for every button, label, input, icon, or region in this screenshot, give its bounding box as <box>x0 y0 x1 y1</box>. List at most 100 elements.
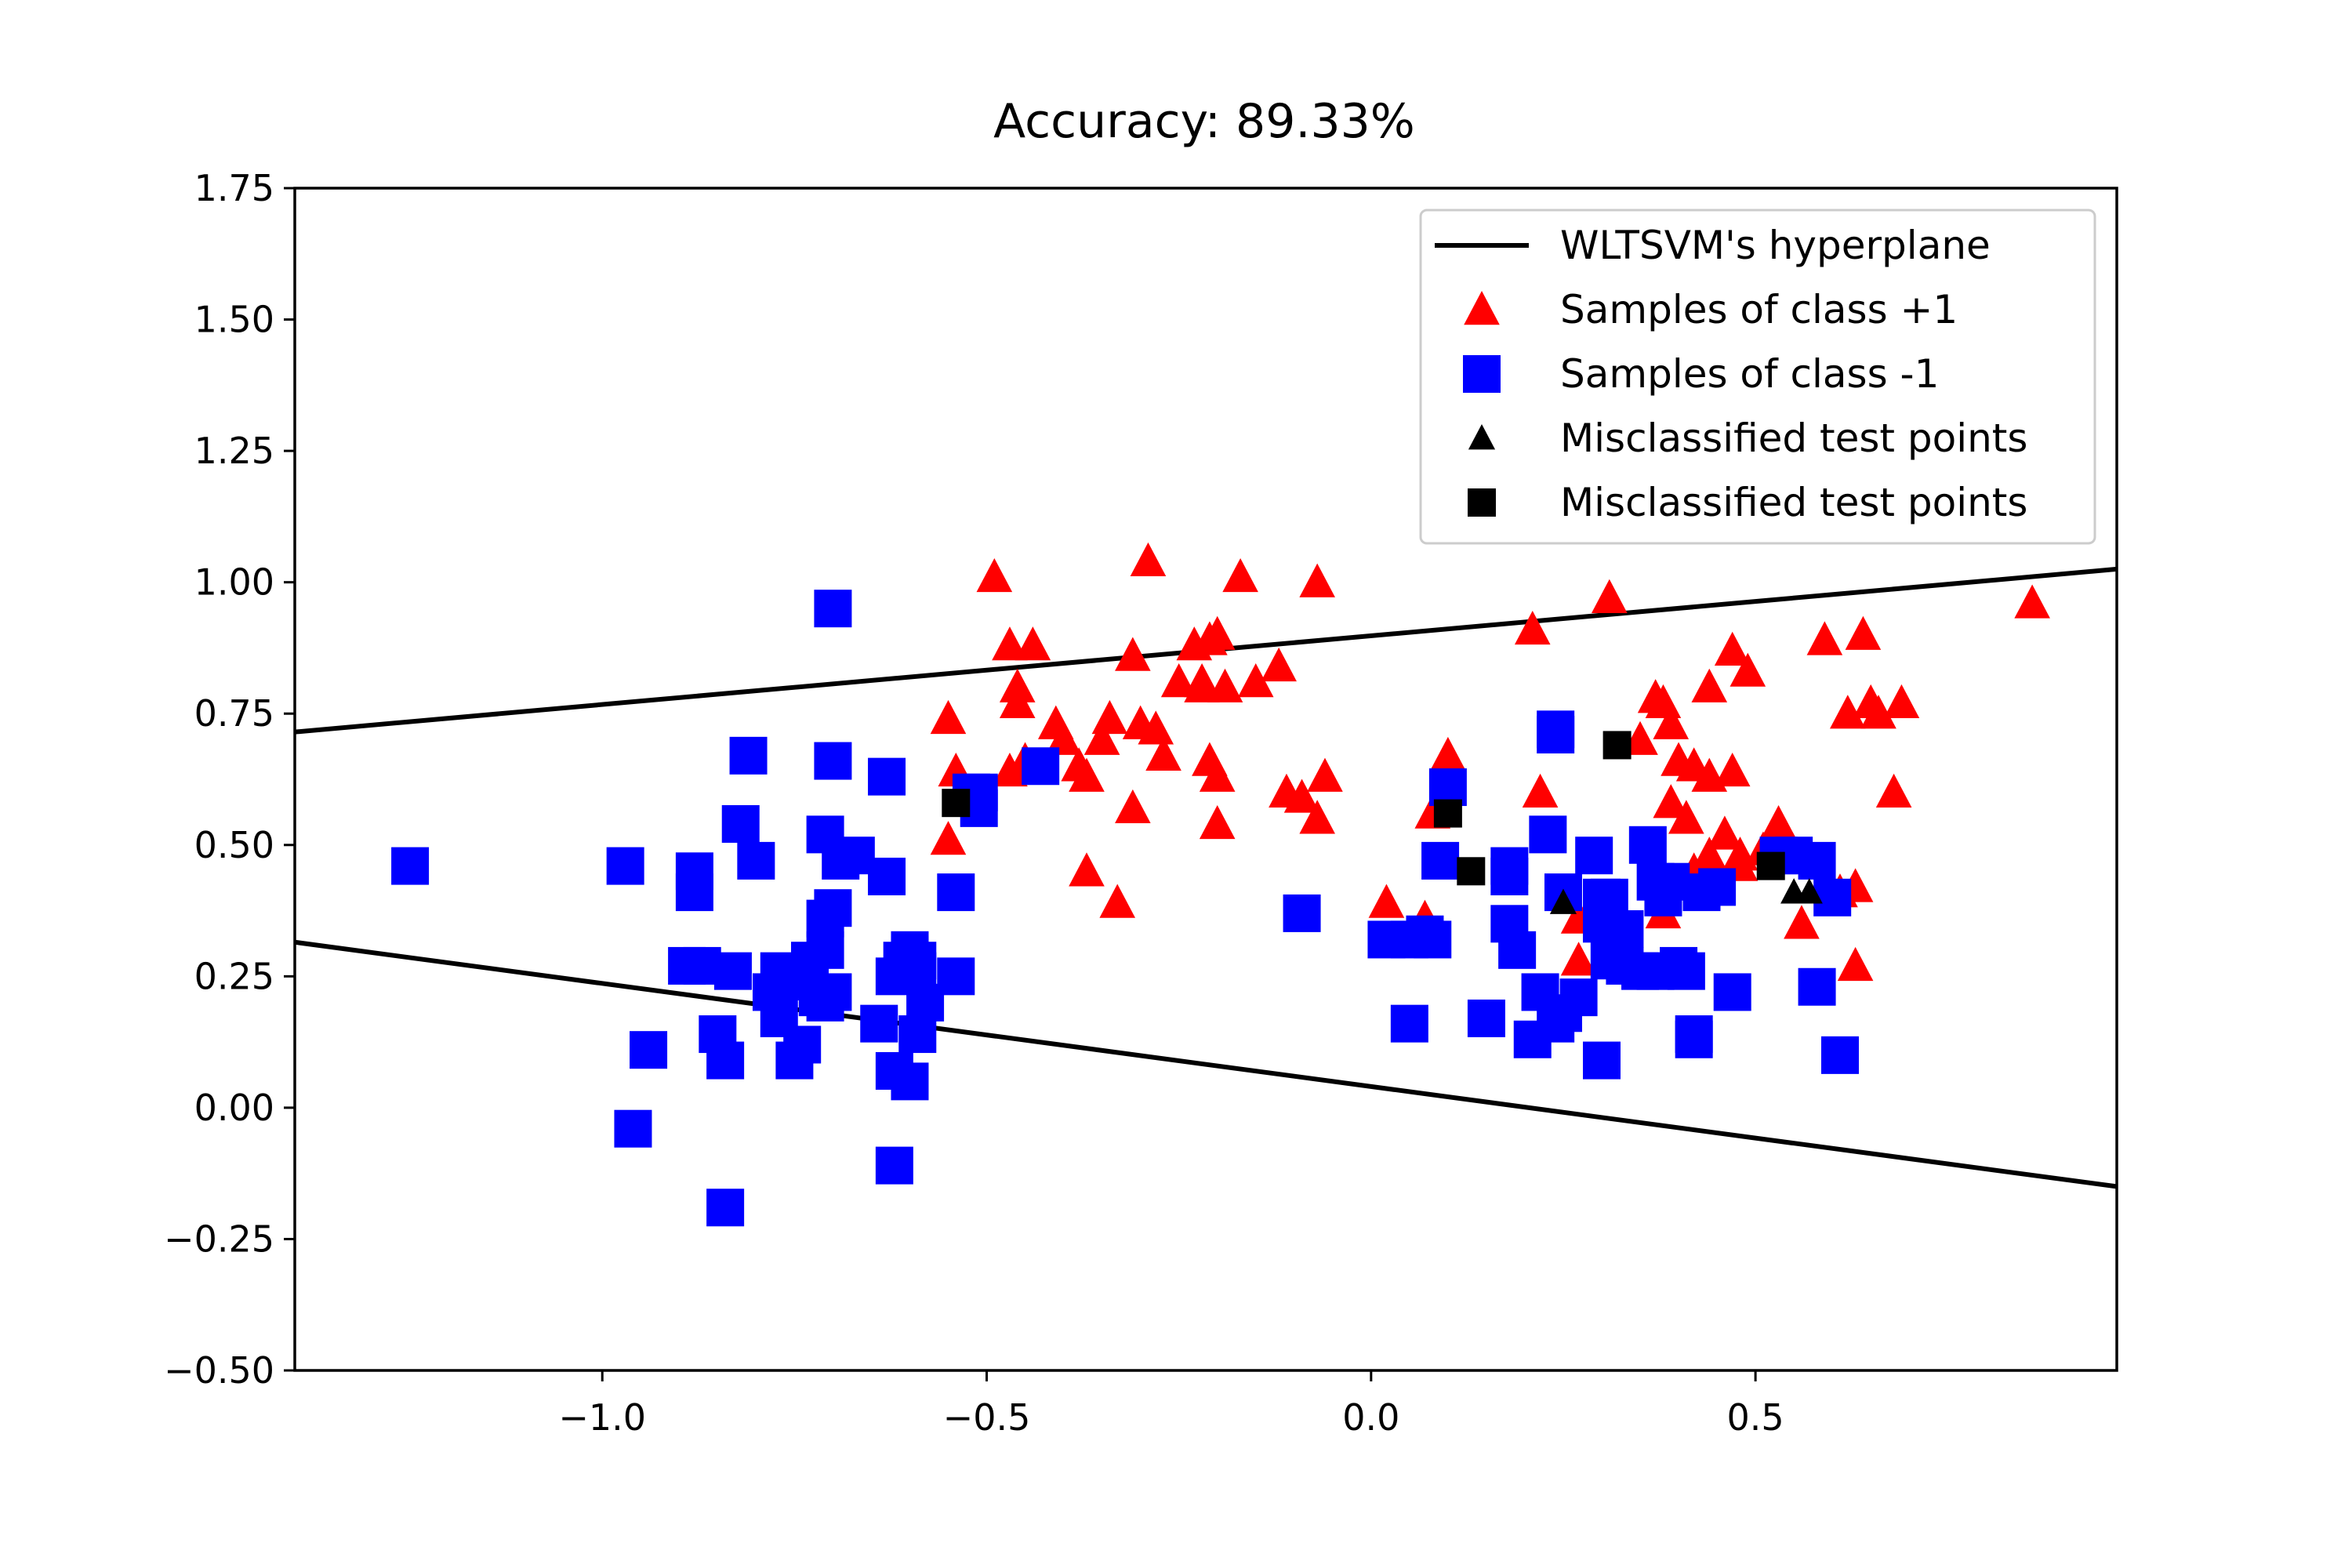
class-neg-point-57 <box>1414 920 1452 959</box>
misclassified-square-point-4 <box>1756 851 1785 880</box>
class-neg-point-70 <box>1537 710 1575 749</box>
legend-entry-4-label: Misclassified test points <box>1560 480 2027 525</box>
class-pos-point-18 <box>1115 637 1151 671</box>
class-pos-point-5 <box>1014 626 1051 661</box>
class-neg-point-3 <box>675 873 713 912</box>
class-neg-point-19 <box>783 1025 822 1064</box>
class-pos-point-57 <box>1691 668 1728 702</box>
y-tick-label-2: 0.00 <box>194 1087 274 1129</box>
class-pos-point-21 <box>1138 710 1174 745</box>
y-tick-label-6: 1.00 <box>194 561 274 604</box>
class-pos-point-34 <box>1261 647 1297 682</box>
class-neg-point-51 <box>1022 747 1060 786</box>
class-pos-point-48 <box>1560 942 1597 976</box>
class-pos-point-60 <box>1714 752 1751 787</box>
legend-entry-4-square-swatch <box>1468 488 1496 517</box>
legend-entry-3-label: Misclassified test points <box>1560 416 2027 461</box>
legend-box <box>1419 209 2096 545</box>
class-pos-point-31 <box>1199 757 1236 792</box>
class-pos-point-40 <box>1069 852 1105 887</box>
class-neg-point-47 <box>937 957 975 996</box>
class-neg-point-101 <box>1636 862 1675 901</box>
class-pos-point-56 <box>1668 800 1704 834</box>
class-neg-point-65 <box>1498 931 1537 969</box>
x-tick-label-2: 0.0 <box>1342 1396 1399 1439</box>
class-neg-point-74 <box>1559 978 1598 1017</box>
class-neg-point-46 <box>937 873 975 912</box>
class-neg-point-91 <box>1698 868 1737 906</box>
class-pos-point-32 <box>1199 804 1236 840</box>
class-pos-point-59 <box>1714 631 1751 666</box>
class-neg-point-96 <box>1798 967 1836 1006</box>
class-neg-point-23 <box>806 931 844 969</box>
class-neg-point-31 <box>814 973 852 1011</box>
class-neg-point-59 <box>1421 841 1460 880</box>
class-neg-point-13 <box>614 1109 652 1148</box>
class-neg-point-97 <box>1813 878 1852 916</box>
class-pos-point-76 <box>1853 684 1889 719</box>
class-pos-point-52 <box>1645 684 1682 719</box>
class-pos-point-63 <box>1691 837 1728 871</box>
legend-entry-0: WLTSVM's hyperplane <box>1435 223 1991 268</box>
class-pos-point-10 <box>992 752 1028 787</box>
class-pos-point-54 <box>1653 784 1690 818</box>
class-pos-point-1 <box>1130 542 1167 577</box>
class-pos-point-2 <box>1222 557 1258 593</box>
class-pos-point-69 <box>1784 905 1820 939</box>
class-pos-point-8 <box>930 699 967 735</box>
class-neg-point-76 <box>1583 1041 1621 1080</box>
class-pos-point-70 <box>1806 621 1843 655</box>
y-tick-label-8: 1.50 <box>194 299 274 341</box>
class-neg-point-10 <box>630 1031 668 1069</box>
class-pos-point-3 <box>1299 563 1335 597</box>
y-tick-label-0: −0.50 <box>164 1349 274 1392</box>
class-neg-point-100 <box>1583 878 1621 916</box>
legend-entry-2-label: Samples of class -1 <box>1560 351 1939 397</box>
legend-entry-4: Misclassified test points <box>1468 480 2027 525</box>
class-neg-point-83 <box>1628 826 1667 864</box>
class-pos-point-16 <box>1083 720 1120 755</box>
class-pos-point-44 <box>1430 736 1466 771</box>
class-neg-point-8 <box>729 736 768 775</box>
class-pos-point-37 <box>1299 800 1335 834</box>
class-pos-point-41 <box>1099 884 1136 918</box>
class-pos-point-28 <box>1199 615 1236 650</box>
class-pos-point-22 <box>1145 736 1181 771</box>
class-pos-point-15 <box>1069 757 1105 792</box>
class-neg-point-12 <box>706 1041 745 1080</box>
class-pos-point-17 <box>1091 699 1128 735</box>
class-pos-point-43 <box>1592 579 1628 613</box>
class-neg-point-7 <box>737 841 775 880</box>
x-tick-label-1: −0.5 <box>943 1396 1031 1439</box>
class-pos-point-42 <box>1514 610 1551 645</box>
hyperplane-line-1 <box>295 939 2117 1189</box>
class-neg-point-92 <box>1713 973 1751 1011</box>
class-pos-point-33 <box>1237 663 1274 698</box>
class-neg-point-38 <box>891 1062 929 1101</box>
class-pos-point-36 <box>1283 779 1320 813</box>
y-tick-label-5: 0.75 <box>194 692 274 735</box>
class-neg-point-27 <box>814 742 852 780</box>
class-pos-point-78 <box>1875 773 1912 808</box>
legend-entry-3-triangle-swatch <box>1468 424 1496 450</box>
class-neg-point-6 <box>721 804 760 843</box>
class-pos-point-51 <box>1653 705 1690 739</box>
class-pos-point-26 <box>1184 663 1220 698</box>
misclassified-triangle-point-2 <box>1795 878 1823 904</box>
legend-entry-1-triangle-swatch <box>1464 291 1500 325</box>
x-tick-label-0: −1.0 <box>558 1396 646 1439</box>
class-neg-point-0 <box>391 847 430 885</box>
class-pos-point-65 <box>1707 815 1743 850</box>
class-neg-point-68 <box>1529 815 1567 854</box>
class-pos-point-0 <box>976 557 1013 593</box>
class-neg-point-45 <box>898 952 937 990</box>
y-tick-label-7: 1.25 <box>194 430 274 472</box>
class-pos-point-4 <box>992 626 1028 661</box>
class-pos-point-38 <box>1307 757 1343 792</box>
class-neg-point-53 <box>1283 894 1321 932</box>
misclassified-triangle-point-0 <box>1549 888 1577 914</box>
misclassified-square-point-3 <box>1602 731 1632 760</box>
legend-entry-2-square-swatch <box>1463 355 1501 393</box>
x-tick-label-3: 0.5 <box>1727 1396 1784 1439</box>
